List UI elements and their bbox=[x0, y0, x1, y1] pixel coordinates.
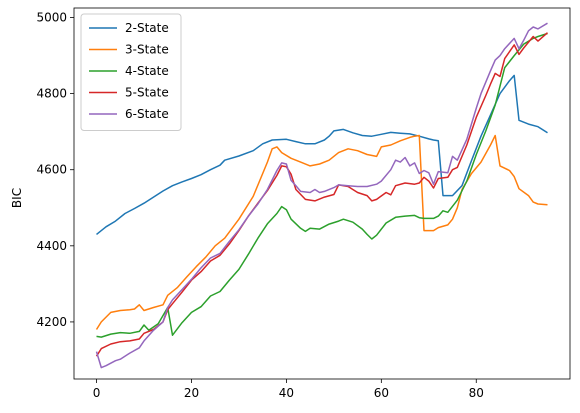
series-line-3-state bbox=[95, 134, 548, 330]
y-tick-label: 4600 bbox=[36, 163, 67, 177]
plot-lines bbox=[95, 22, 548, 369]
plot-frame bbox=[73, 7, 571, 380]
series-line-6-state bbox=[95, 22, 548, 369]
x-tick-label: 0 bbox=[93, 386, 101, 400]
legend-entry: 3-State bbox=[125, 43, 169, 57]
legend-entry: 5-State bbox=[125, 86, 169, 100]
series-line-2-state bbox=[96, 74, 548, 235]
x-tick-label: 80 bbox=[469, 386, 484, 400]
y-tick-label: 4800 bbox=[36, 87, 67, 101]
x-tick-label: 20 bbox=[184, 386, 199, 400]
legend-entry: 6-State bbox=[125, 107, 169, 121]
x-tick-label: 40 bbox=[279, 386, 294, 400]
series-line-4-state bbox=[96, 32, 548, 338]
y-tick-label: 4400 bbox=[36, 239, 67, 253]
y-tick-label: 5000 bbox=[36, 11, 67, 25]
y-axis-label: BIC bbox=[10, 188, 24, 208]
axis-ticks: 0 20 40 60 80 4200 4400 4600 4800 5000 bbox=[36, 11, 483, 400]
legend: 2-State 3-State 4-State 5-State 6-State bbox=[80, 13, 182, 131]
legend-entry: 2-State bbox=[125, 21, 169, 35]
legend-box bbox=[80, 13, 182, 131]
y-tick-label: 4200 bbox=[36, 315, 67, 329]
legend-entry: 4-State bbox=[125, 64, 169, 78]
x-tick-label: 60 bbox=[374, 386, 389, 400]
